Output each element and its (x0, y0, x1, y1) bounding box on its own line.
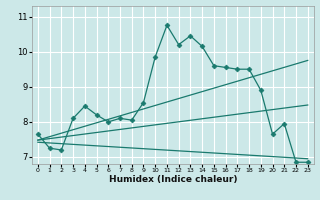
X-axis label: Humidex (Indice chaleur): Humidex (Indice chaleur) (108, 175, 237, 184)
